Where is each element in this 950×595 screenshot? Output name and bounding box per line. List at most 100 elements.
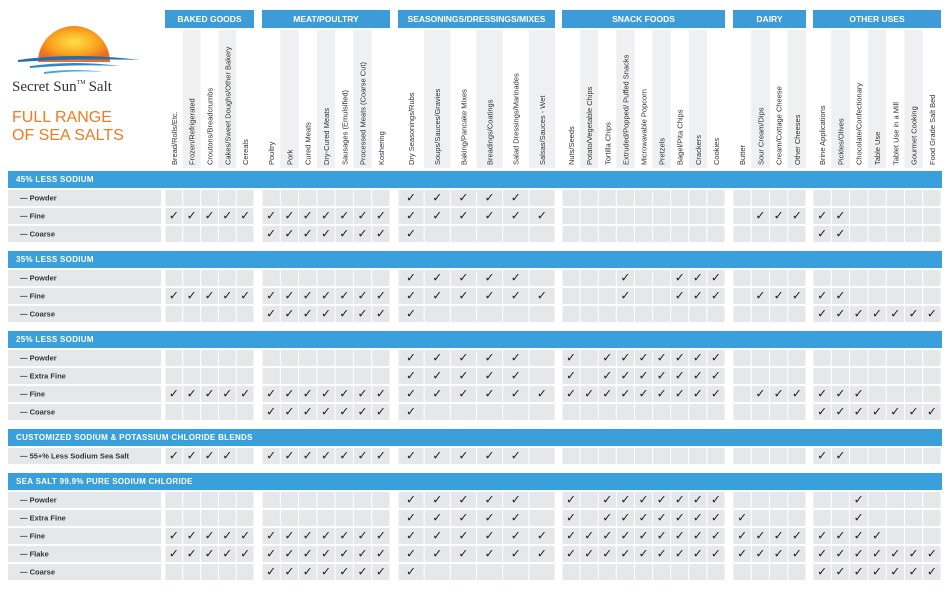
check-mark: ✓ (406, 565, 416, 579)
cell (424, 190, 450, 206)
check-mark: ✓ (321, 565, 331, 579)
cell (868, 564, 886, 580)
check-mark: ✓ (638, 387, 648, 401)
cell (165, 546, 183, 562)
check-mark: ✓ (835, 227, 845, 241)
tagline: OF SEA SALTS (12, 127, 124, 144)
check-mark: ✓ (485, 529, 495, 543)
cell (503, 208, 529, 224)
column-header: Other Cheeses (793, 114, 802, 165)
cell (751, 368, 769, 384)
cell (335, 350, 353, 366)
check-mark: ✓ (485, 387, 495, 401)
check-mark: ✓ (303, 209, 313, 223)
column-stripe (182, 30, 201, 168)
cell (372, 208, 390, 224)
cell (707, 404, 725, 420)
check-mark: ✓ (854, 405, 864, 419)
cell (671, 546, 689, 562)
cell (598, 306, 616, 322)
cell (733, 564, 751, 580)
check-mark: ✓ (737, 529, 747, 543)
cell (529, 208, 555, 224)
cell (751, 404, 769, 420)
check-mark: ✓ (485, 271, 495, 285)
cell (598, 404, 616, 420)
check-mark: ✓ (406, 191, 416, 205)
check-mark: ✓ (620, 369, 630, 383)
cell (450, 306, 476, 322)
cell (788, 528, 806, 544)
check-mark: ✓ (321, 307, 331, 321)
check-mark: ✓ (620, 387, 630, 401)
check-mark: ✓ (458, 511, 468, 525)
check-mark: ✓ (817, 289, 827, 303)
check-mark: ✓ (511, 511, 521, 525)
check-mark: ✓ (755, 529, 765, 543)
cell (183, 528, 201, 544)
cell (398, 350, 424, 366)
cell (372, 288, 390, 304)
cell (353, 306, 372, 322)
cell (503, 492, 529, 508)
cell (201, 190, 218, 206)
check-mark: ✓ (240, 529, 250, 543)
check-mark: ✓ (566, 369, 576, 383)
cell (707, 350, 725, 366)
cell (923, 306, 941, 322)
row-label-box (8, 546, 161, 562)
check-mark: ✓ (511, 289, 521, 303)
cell (183, 190, 201, 206)
check-mark: ✓ (909, 565, 919, 579)
check-mark: ✓ (222, 529, 232, 543)
check-mark: ✓ (266, 405, 276, 419)
check-mark: ✓ (204, 387, 214, 401)
cell (671, 386, 689, 402)
cell (353, 492, 372, 508)
column-header: Cookies (712, 138, 721, 165)
cell (751, 546, 769, 562)
brand-name: Secret Sun (12, 79, 77, 95)
check-mark: ✓ (303, 529, 313, 543)
check-mark: ✓ (602, 547, 612, 561)
cell (398, 288, 424, 304)
cell (653, 448, 671, 464)
cell (280, 510, 299, 526)
cell (788, 404, 806, 420)
group-title: SEASONINGS/DRESSINGS/MIXES (408, 14, 546, 24)
check-mark: ✓ (774, 387, 784, 401)
check-mark: ✓ (376, 387, 386, 401)
cell (236, 350, 254, 366)
check-mark: ✓ (321, 547, 331, 561)
cell (280, 386, 299, 402)
cell (616, 226, 634, 242)
check-mark: ✓ (537, 387, 547, 401)
cell (503, 368, 529, 384)
cell (529, 492, 555, 508)
cell (317, 404, 335, 420)
cell (904, 448, 923, 464)
check-mark: ✓ (376, 449, 386, 463)
cell (923, 288, 941, 304)
column-header: Pickles/Olives (836, 118, 845, 165)
cell (707, 270, 725, 286)
cell (689, 386, 707, 402)
check-mark: ✓ (284, 209, 294, 223)
cell (770, 190, 788, 206)
check-mark: ✓ (872, 529, 882, 543)
row-label-box (8, 190, 161, 206)
cell (733, 404, 751, 420)
cell (280, 448, 299, 464)
check-mark: ✓ (406, 529, 416, 543)
row-label-box (8, 288, 161, 304)
row-label: — Powder (20, 495, 57, 504)
cell (424, 270, 450, 286)
cell (299, 270, 317, 286)
cell (634, 306, 653, 322)
cell (529, 386, 555, 402)
cell (868, 448, 886, 464)
check-mark: ✓ (620, 547, 630, 561)
cell (424, 492, 450, 508)
cell (616, 190, 634, 206)
check-mark: ✓ (675, 547, 685, 561)
